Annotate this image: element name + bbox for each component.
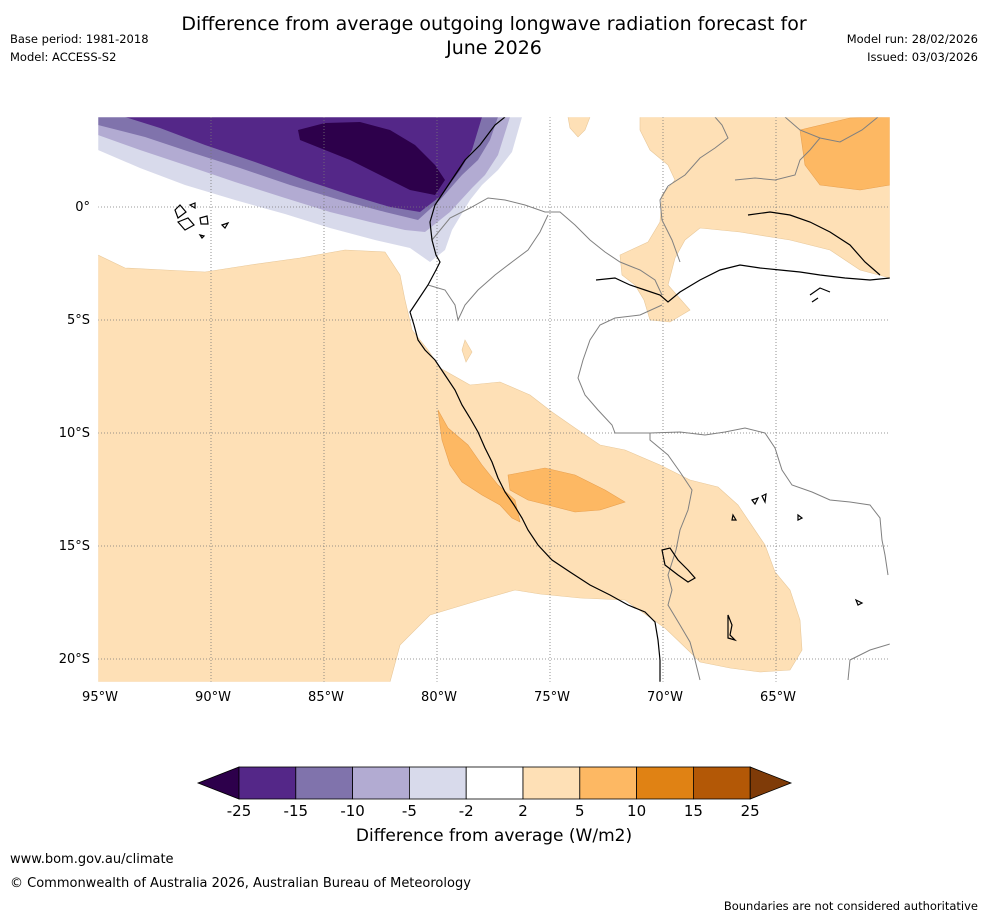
issued-date: Issued: 03/03/2026: [867, 50, 978, 64]
colorbar-tick-label: -10: [340, 802, 365, 820]
lake-titicaca: [661, 547, 696, 583]
colorbar-swatch: [408, 766, 467, 800]
lon-tick-90w: 90°W: [195, 690, 231, 705]
river-small-2: [811, 297, 819, 303]
border-colombia-ecuador: [431, 197, 663, 296]
lon-tick-65w: 65°W: [760, 690, 796, 705]
colorbar-tick-label: -25: [227, 802, 252, 820]
footer-note: Boundaries are not considered authoritat…: [723, 899, 978, 913]
colorbar-swatch: [579, 766, 637, 800]
coastlines: [174, 117, 890, 682]
colorbar-tick-label: 10: [627, 802, 646, 820]
border-bolivia-chile: [847, 643, 890, 681]
colorbar-extend-high: [749, 766, 793, 800]
river-amazon: [595, 264, 890, 303]
colorbar-tick-label: -2: [459, 802, 474, 820]
lake-small-1: [751, 496, 760, 506]
colorbar-tick-labels: -25 -15 -10 -5 -2 2 5 10 15 25: [227, 802, 760, 820]
colorbar-tick-label: 2: [518, 802, 528, 820]
lon-tick-95w: 95°W: [82, 690, 118, 705]
lat-tick-0: 0°: [75, 200, 90, 215]
colorbar-extend-low: [196, 766, 240, 800]
border-peru-bolivia: [667, 549, 701, 681]
lat-tick-10s: 10°S: [59, 426, 90, 441]
map-plot-area: [98, 117, 890, 682]
anomaly-region-5-10-peru: [437, 409, 521, 523]
meta-left: Base period: 1981-2018 Model: ACCESS-S2: [10, 30, 149, 66]
anomaly-region-5-10-northeast: [799, 117, 890, 191]
lake-small-3: [731, 513, 738, 521]
footer-url: www.bom.gov.au/climate: [10, 852, 174, 867]
title-line-1: Difference from average outgoing longwav…: [181, 13, 807, 35]
colorbar-swatch: [465, 766, 524, 800]
colorbar-swatch: [295, 766, 353, 800]
graticule: [98, 117, 890, 682]
colorbar-swatch: [522, 766, 581, 800]
colorbar-tick-label: 5: [575, 802, 585, 820]
anomaly-region-2-5-coastal: [461, 339, 473, 363]
map-title: Difference from average outgoing longwav…: [0, 12, 988, 60]
river-small-1: [809, 287, 831, 296]
border-colombia-venezuela: [667, 117, 729, 187]
border-peru-brazil: [577, 304, 693, 551]
colorbar-swatch: [693, 766, 751, 800]
lon-tick-labels: 95°W 90°W 85°W 80°W 75°W 70°W 65°W: [82, 690, 796, 705]
lon-tick-80w: 80°W: [421, 690, 457, 705]
anomaly-region-2-5-north: [567, 117, 591, 138]
galapagos-island-1: [174, 204, 187, 219]
colorbar-tick-label: 25: [741, 802, 760, 820]
lon-tick-70w: 70°W: [647, 690, 683, 705]
lat-tick-5s: 5°S: [67, 313, 90, 328]
anomaly-region-2-5-pacific: [98, 249, 803, 682]
galapagos-island-4: [188, 202, 196, 210]
model-run: Model run: 28/02/2026: [846, 32, 978, 46]
title-line-2: June 2026: [446, 37, 542, 59]
lon-tick-85w: 85°W: [308, 690, 344, 705]
border-brazil-bolivia: [649, 427, 889, 576]
country-borders: [427, 117, 890, 681]
galapagos-island-6: [198, 234, 206, 239]
lat-tick-15s: 15°S: [59, 539, 90, 554]
colorbar-swatch: [352, 766, 410, 800]
colorbar-title: Difference from average (W/m2): [355, 826, 633, 846]
anomaly-region-5-10-andes: [507, 467, 626, 513]
border-ecuador-peru: [427, 214, 549, 322]
lake-poopo: [727, 614, 738, 642]
border-guyana: [819, 117, 879, 143]
river-negro: [747, 211, 881, 276]
meta-right: Model run: 28/02/2026 Issued: 03/03/2026: [847, 30, 978, 66]
lake-small-2: [761, 492, 767, 505]
lat-tick-labels: 0° 5°S 10°S 15°S 20°S: [59, 200, 90, 667]
colorbar-swatch: [636, 766, 694, 800]
lat-tick-20s: 20°S: [59, 652, 90, 667]
colorbar: [196, 766, 793, 800]
border-colombia-brazil: [659, 185, 681, 263]
galapagos-island-3: [199, 215, 209, 225]
lake-small-4: [797, 513, 804, 521]
colorbar-swatch: [238, 766, 297, 800]
colorbar-tick-label: -15: [284, 802, 309, 820]
border-venezuela-brazil: [734, 117, 821, 181]
colorbar-tick-label: 15: [684, 802, 703, 820]
anomaly-region-below-minus25: [298, 122, 445, 195]
coastline-pacific: [409, 117, 661, 682]
model-name: Model: ACCESS-S2: [10, 50, 117, 64]
lon-tick-75w: 75°W: [534, 690, 570, 705]
galapagos-island-2: [176, 217, 195, 231]
galapagos-island-5: [220, 221, 230, 229]
footer-copyright: © Commonwealth of Australia 2026, Austra…: [10, 876, 471, 891]
base-period: Base period: 1981-2018: [10, 32, 149, 46]
colorbar-tick-label: -5: [402, 802, 417, 820]
lake-small-5: [854, 598, 864, 606]
